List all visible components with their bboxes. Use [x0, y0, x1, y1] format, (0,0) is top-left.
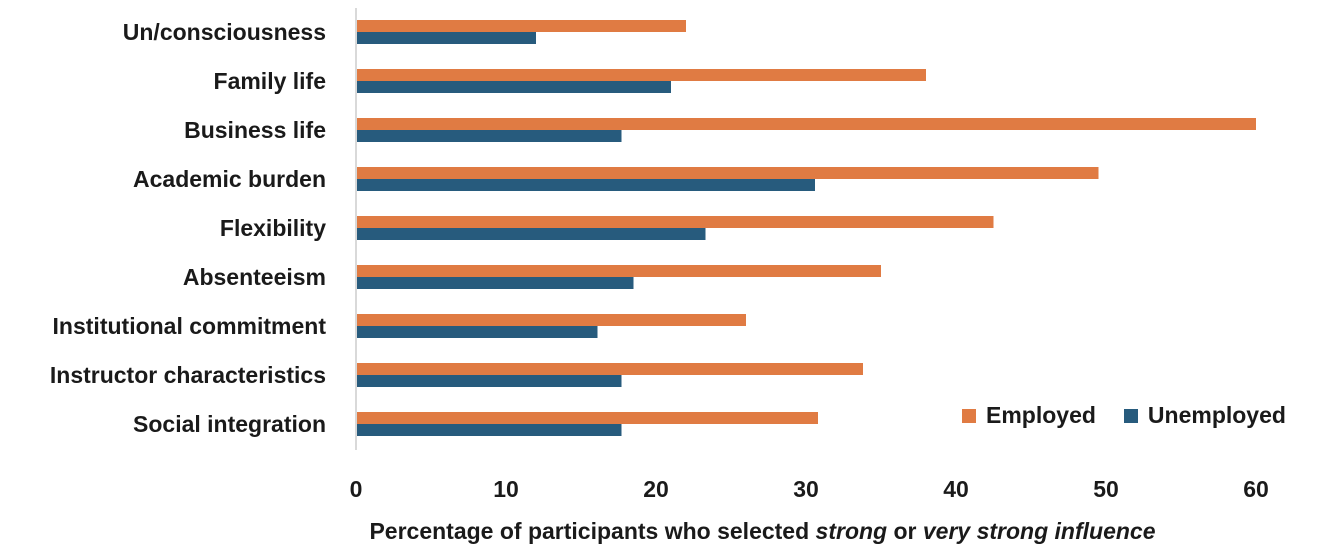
x-tick-label: 50: [1093, 476, 1119, 502]
x-axis-title: Percentage of participants who selected …: [0, 518, 1330, 545]
bar-unemployed-instructor-characteristics: [356, 375, 622, 387]
bar-unemployed-institutional-commitment: [356, 326, 598, 338]
category-label: Absenteeism: [183, 264, 326, 290]
category-label: Flexibility: [220, 215, 326, 241]
bar-unemployed-business-life: [356, 130, 622, 142]
bars-group: [356, 20, 1256, 436]
x-axis-title-part1: Percentage of participants who selected: [369, 518, 816, 544]
legend-label-employed: Employed: [986, 402, 1096, 428]
legend-item-unemployed: Unemployed: [1123, 402, 1286, 429]
bar-employed-absenteeism: [356, 265, 881, 277]
legend: Employed Unemployed: [962, 402, 1286, 429]
x-tick-label: 30: [793, 476, 819, 502]
category-label: Social integration: [133, 411, 326, 437]
legend-swatch-employed: [962, 408, 976, 423]
category-labels: Un/consciousness Family life Business life…: [50, 19, 326, 437]
category-label: Un/consciousness: [123, 19, 326, 45]
legend-label-unemployed: Unemployed: [1147, 402, 1286, 428]
bar-unemployed-un-consciousness: [356, 32, 536, 44]
category-label: Family life: [214, 68, 326, 94]
bar-unemployed-flexibility: [356, 228, 706, 240]
bar-employed-flexibility: [356, 216, 994, 228]
bar-employed-instructor-characteristics: [356, 363, 863, 375]
bar-employed-social-integration: [356, 412, 818, 424]
legend-swatch-unemployed: [1123, 408, 1138, 423]
bar-employed-un-consciousness: [356, 20, 686, 32]
x-tick-label: 10: [493, 476, 519, 502]
bar-unemployed-academic-burden: [356, 179, 815, 191]
x-tick-label: 40: [943, 476, 969, 502]
bar-employed-institutional-commitment: [356, 314, 746, 326]
x-tick-label: 20: [643, 476, 669, 502]
category-label: Business life: [184, 117, 326, 143]
bar-employed-business-life: [356, 118, 1256, 130]
x-axis-title-part4: very strong influence: [922, 518, 1156, 544]
x-axis-title-part3: or: [887, 518, 923, 544]
category-label: Academic burden: [133, 166, 326, 192]
bar-employed-family-life: [356, 69, 926, 81]
legend-item-employed: Employed: [962, 402, 1096, 429]
x-tick-labels: 0 10 20 30 40 50 60: [350, 476, 1269, 502]
category-label: Institutional commitment: [53, 313, 327, 339]
x-tick-label: 0: [350, 476, 363, 502]
x-tick-label: 60: [1243, 476, 1269, 502]
category-label: Instructor characteristics: [50, 362, 326, 388]
bar-unemployed-family-life: [356, 81, 671, 93]
bar-unemployed-absenteeism: [356, 277, 634, 289]
bar-employed-academic-burden: [356, 167, 1099, 179]
x-axis-title-part2: strong: [815, 518, 888, 544]
bar-unemployed-social-integration: [356, 424, 622, 436]
